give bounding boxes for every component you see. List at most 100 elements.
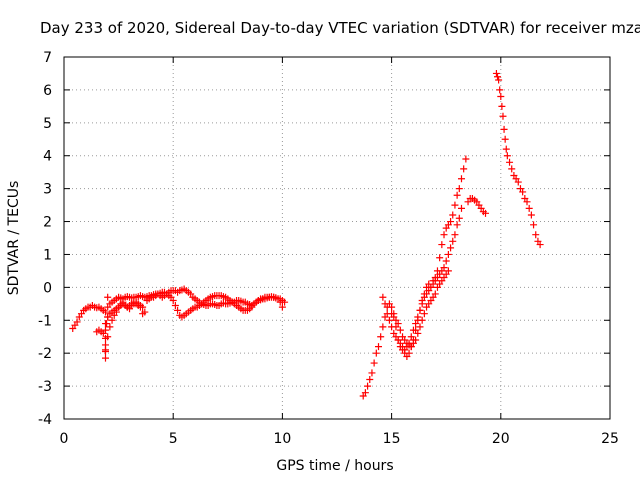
data-point [101,326,109,334]
data-point [414,329,422,337]
y-tick-label: -2 [38,346,52,362]
data-point [497,92,505,100]
data-point [139,310,147,318]
data-point [101,348,109,356]
data-point [455,185,463,193]
data-point [503,152,511,160]
data-point [174,306,182,314]
data-point [385,316,393,324]
data-point [530,221,538,229]
y-tick-labels: -4 -3 -2 -1 0 1 2 3 4 5 6 7 [38,50,52,428]
y-tick-label: 7 [43,50,52,66]
y-axis-label: SDTVAR / TECUs [6,181,22,296]
data-point [103,320,111,328]
data-point [112,308,120,316]
data-point [276,298,284,306]
data-point [388,323,396,331]
data-point [412,336,420,344]
data-point [506,158,514,166]
data-point [501,135,509,143]
series-afternoon-b [379,204,465,354]
data-point [407,333,415,341]
data-point [438,241,446,249]
data-point [451,201,459,209]
x-axis-label: GPS time / hours [276,458,393,474]
data-point [457,204,465,212]
grid [64,57,610,419]
data-point [377,333,385,341]
data-point [502,145,510,153]
y-tick-label: 1 [43,247,52,263]
data-point [418,316,426,324]
x-tick-label: 25 [601,431,619,447]
y-tick-label: 5 [43,116,52,132]
series-afternoon-rise [359,155,490,400]
chart-title: Day 233 of 2020, Sidereal Day-to-day VTE… [40,19,640,37]
data-point [136,303,144,311]
data-point [412,320,420,328]
data-point [106,323,114,331]
data-point [447,218,455,226]
data-point [532,231,540,239]
data-point [388,303,396,311]
data-point [447,244,455,252]
data-point [104,313,112,321]
data-point [364,382,372,390]
series-evening-decline [492,69,544,249]
data-point [536,241,544,249]
data-point [101,341,109,349]
data-point [104,293,112,301]
data-point [366,376,374,384]
series-morning-c [101,298,147,354]
data-point [278,303,286,311]
data-point [444,267,452,275]
data-point [498,102,506,110]
data-point [440,231,448,239]
data-point [453,221,461,229]
y-tick-label: 0 [43,280,52,296]
data-point [370,359,378,367]
data-point [442,257,450,265]
data-point [462,155,470,163]
data-point [436,254,444,262]
data-point [500,125,508,133]
data-point [416,323,424,331]
y-tick-label: 2 [43,215,52,231]
y-tick-label: 6 [43,83,52,99]
data-point [169,297,177,305]
data-point [405,349,413,357]
data-point [414,313,422,321]
data-point [451,231,459,239]
data-point [457,175,465,183]
plot-frame [63,56,611,420]
x-tick-label: 0 [60,431,69,447]
data-point [431,290,439,298]
data-point [108,316,116,324]
y-tick-label: 4 [43,149,52,165]
data-point [381,300,389,308]
series-morning-d [101,293,112,362]
x-tick-label: 20 [492,431,510,447]
x-tick-label: 10 [273,431,291,447]
series-morning-b [93,285,286,337]
data-point [519,188,527,196]
data-point [492,69,500,77]
y-tick-label: -3 [38,379,52,395]
data-point [101,334,109,342]
data-point [379,293,387,301]
data-point [460,165,468,173]
y-tick-label: -1 [38,313,52,329]
data-point [420,310,428,318]
data-point [527,211,535,219]
data-point [444,250,452,258]
data-point [449,237,457,245]
data-point [171,301,179,309]
data-point [372,349,380,357]
data-point [494,73,502,81]
data-point [396,326,404,334]
data-point [368,369,376,377]
data-point [409,326,417,334]
x-tick-label: 5 [169,431,178,447]
data-point [455,214,463,222]
